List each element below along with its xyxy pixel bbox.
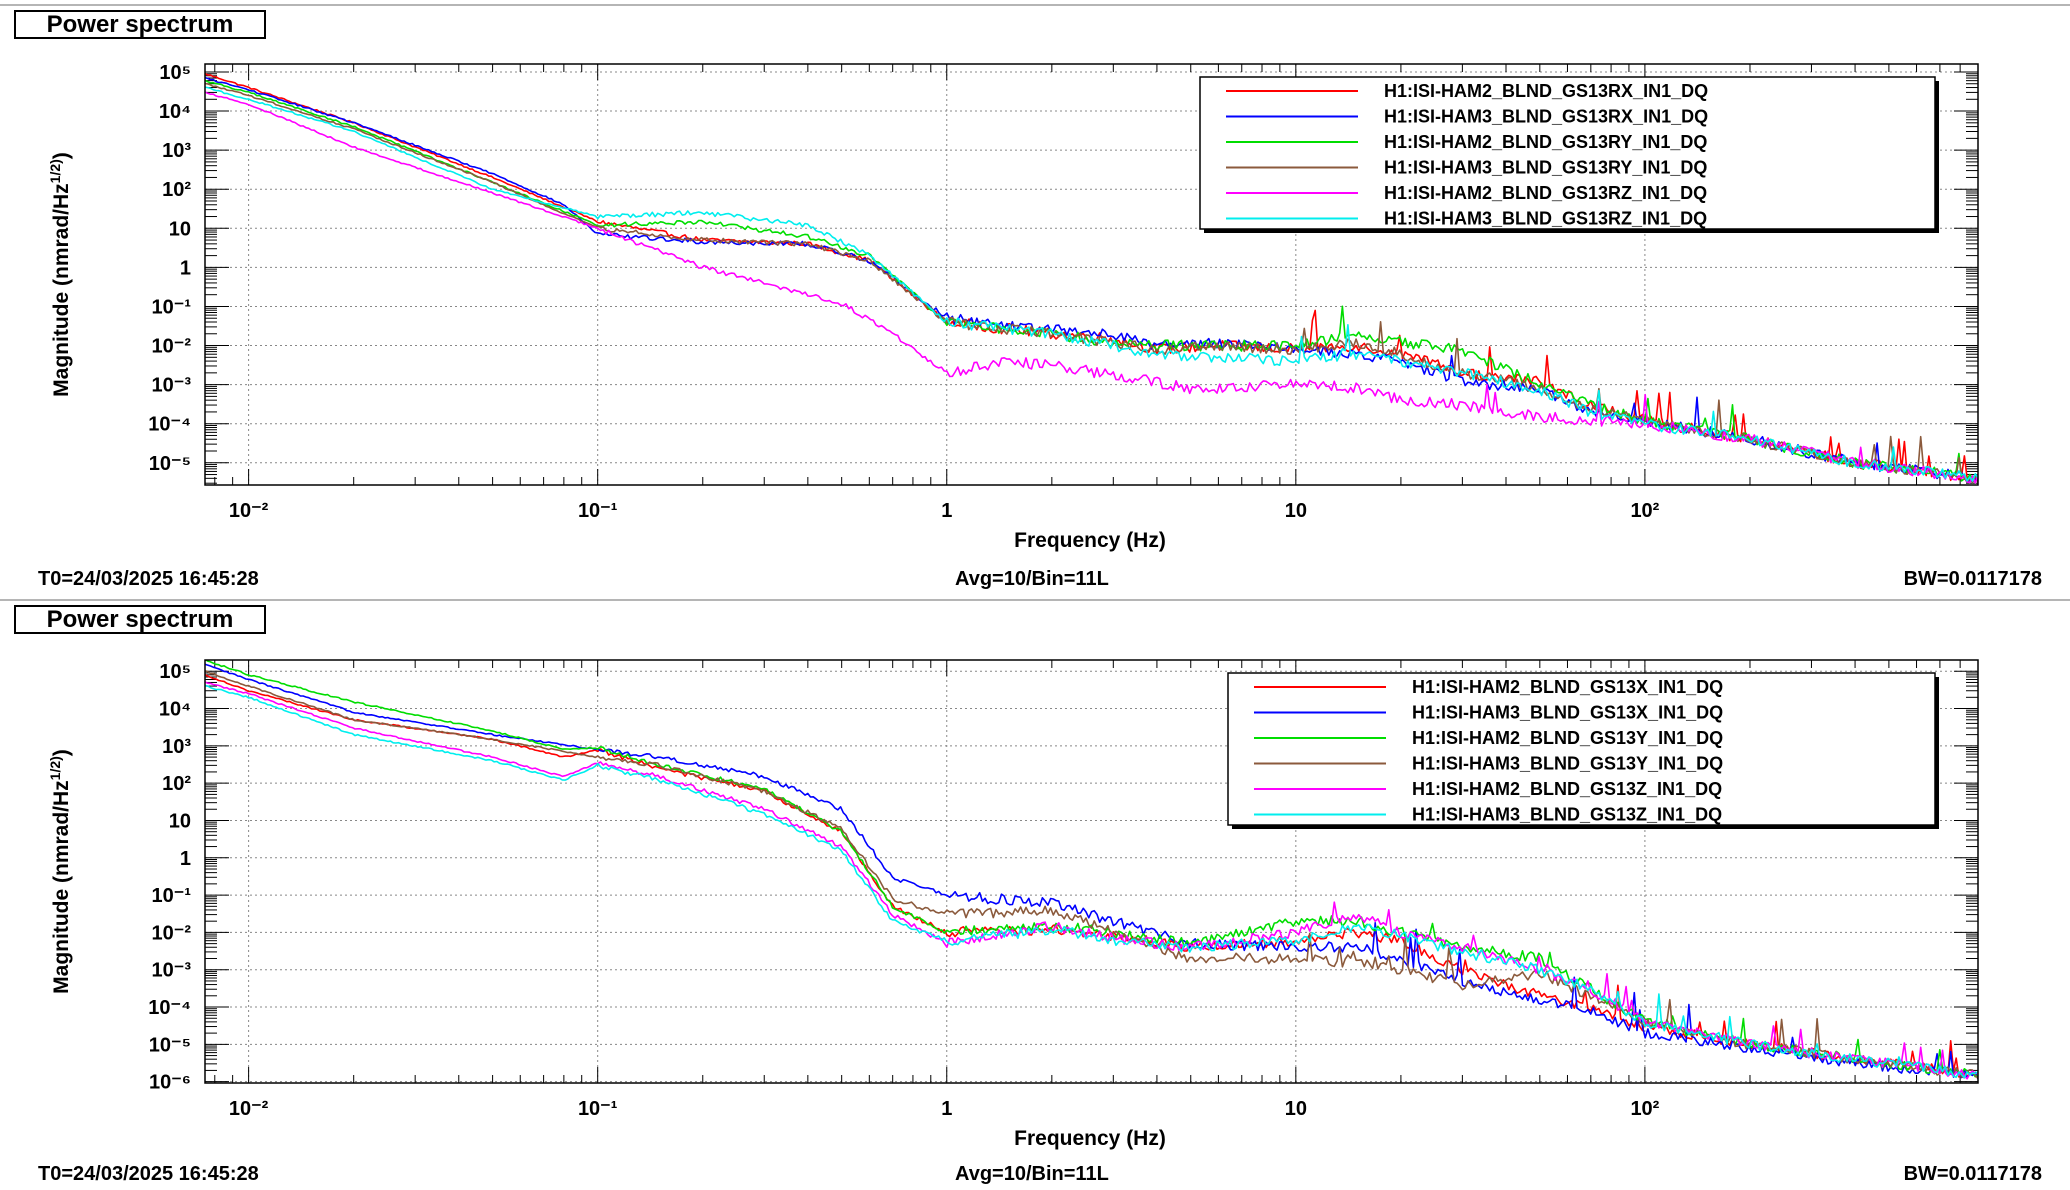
series-line-6 (205, 86, 1978, 482)
series-line-4 (205, 670, 1978, 1079)
panel-separator (0, 599, 2070, 601)
y-tick-label: 10⁻¹ (152, 885, 192, 907)
chart-title[interactable]: Power spectrum (14, 605, 266, 634)
plot-frame (204, 659, 1979, 1084)
y-tick-label: 10⁻² (152, 922, 192, 944)
legend-entry: H1:ISI-HAM2_BLND_GS13X_IN1_DQ (1412, 677, 1723, 697)
y-tick-label: 1 (180, 848, 191, 870)
x-tick-label: 10⁻² (229, 500, 269, 522)
series-line-6 (205, 684, 1978, 1079)
y-tick-label: 10⁻⁵ (149, 453, 191, 475)
x-tick-label: 10⁻¹ (578, 1098, 618, 1120)
y-tick-label: 10⁴ (159, 699, 191, 721)
x-tick-label: 10² (1630, 1098, 1659, 1120)
legend-entry: H1:ISI-HAM2_BLND_GS13RX_IN1_DQ (1384, 81, 1708, 101)
legend-entry: H1:ISI-HAM3_BLND_GS13X_IN1_DQ (1412, 703, 1723, 723)
footer-t0: T0=24/03/2025 16:45:28 (38, 568, 259, 590)
x-tick-label: 10 (1285, 500, 1307, 522)
legend-box (1199, 76, 1936, 230)
plot-frame (204, 63, 1979, 486)
y-tick-label: 10³ (162, 736, 191, 758)
legend[interactable]: H1:ISI-HAM2_BLND_GS13X_IN1_DQ H1:ISI-HAM3… (1227, 672, 1939, 829)
power-spectrum-plot-top[interactable]: 10⁻² 10⁻¹ 1 10 10² 10⁵ 10⁴ 10³ 10² 10 1 10⁻¹ 10⁻² 10⁻… (0, 0, 2070, 595)
x-axis-label: Frequency (Hz) (1014, 529, 1166, 552)
y-axis-label: Magnitude (nmrad/Hz1/2)) (47, 749, 73, 994)
y-tick-label: 1 (180, 257, 191, 279)
x-tick-label: 10 (1285, 1098, 1307, 1120)
footer-t0: T0=24/03/2025 16:45:28 (38, 1163, 259, 1185)
y-tick-label: 10⁻⁴ (148, 414, 191, 436)
legend-entry: H1:ISI-HAM2_BLND_GS13RZ_IN1_DQ (1384, 183, 1707, 203)
legend-entry: H1:ISI-HAM2_BLND_GS13Z_IN1_DQ (1412, 779, 1722, 799)
legend-box (1227, 672, 1936, 826)
power-spectrum-plot-bottom[interactable]: 10⁻² 10⁻¹ 1 10 10² 10⁵ 10⁴ 10³ 10² 10 1 10⁻¹ 10⁻² 10⁻… (0, 595, 2070, 1190)
series-group (205, 72, 1978, 484)
series-line-2 (205, 663, 1978, 1080)
legend-entry: H1:ISI-HAM3_BLND_GS13RX_IN1_DQ (1384, 107, 1708, 127)
y-tick-label: 10 (169, 218, 191, 240)
legend[interactable]: H1:ISI-HAM2_BLND_GS13RX_IN1_DQ H1:ISI-HAM… (1199, 76, 1939, 233)
legend-entry: H1:ISI-HAM2_BLND_GS13Y_IN1_DQ (1412, 728, 1723, 748)
axis-ticks (205, 64, 1979, 485)
x-axis-label: Frequency (Hz) (1014, 1127, 1166, 1150)
series-line-1 (205, 673, 1978, 1078)
y-tick-label: 10⁴ (159, 101, 191, 123)
y-tick-label: 10⁵ (159, 62, 191, 84)
top-chart-panel: Power spectrum 10⁻² 10⁻¹ 1 10 10² 10⁵ 10⁴ 10³ 10… (0, 0, 2070, 595)
y-tick-label: 10⁻² (152, 336, 192, 358)
y-tick-label: 10² (162, 773, 191, 795)
x-tick-label: 10⁻¹ (578, 500, 618, 522)
bottom-chart-panel: Power spectrum 10⁻² 10⁻¹ 1 10 10² 10⁵ 10⁴ 10³ 10… (0, 595, 2070, 1190)
y-axis-label: Magnitude (nmrad/Hz1/2)) (47, 152, 73, 397)
x-tick-label: 1 (941, 500, 952, 522)
y-tick-label: 10² (162, 179, 191, 201)
footer-avg: Avg=10/Bin=11L (955, 1163, 1109, 1185)
y-tick-label: 10 (169, 810, 191, 832)
footer-avg: Avg=10/Bin=11L (955, 568, 1109, 590)
legend-entry: H1:ISI-HAM3_BLND_GS13Y_IN1_DQ (1412, 754, 1723, 774)
x-tick-label: 10⁻² (229, 1098, 269, 1120)
y-tick-label: 10⁵ (159, 661, 191, 683)
legend-entry: H1:ISI-HAM3_BLND_GS13RY_IN1_DQ (1384, 158, 1707, 178)
y-tick-label: 10⁻³ (152, 375, 192, 397)
y-tick-label: 10⁻⁴ (148, 997, 191, 1019)
footer-bw: BW=0.0117178 (1903, 568, 2042, 590)
y-tick-label: 10⁻³ (152, 960, 192, 982)
y-tick-label: 10⁻⁶ (149, 1072, 191, 1094)
series-group (205, 660, 1978, 1080)
x-tick-label: 10² (1630, 500, 1659, 522)
footer-bw: BW=0.0117178 (1903, 1163, 2042, 1185)
panel-separator (0, 4, 2070, 6)
y-tick-label: 10⁻¹ (152, 296, 192, 318)
y-tick-label: 10⁻⁵ (149, 1034, 191, 1056)
y-tick-label: 10³ (162, 140, 191, 162)
chart-title[interactable]: Power spectrum (14, 10, 266, 39)
legend-entry: H1:ISI-HAM2_BLND_GS13RY_IN1_DQ (1384, 132, 1707, 152)
x-tick-label: 1 (941, 1098, 952, 1120)
legend-entry: H1:ISI-HAM3_BLND_GS13Z_IN1_DQ (1412, 805, 1722, 825)
legend-entry: H1:ISI-HAM3_BLND_GS13RZ_IN1_DQ (1384, 209, 1707, 229)
